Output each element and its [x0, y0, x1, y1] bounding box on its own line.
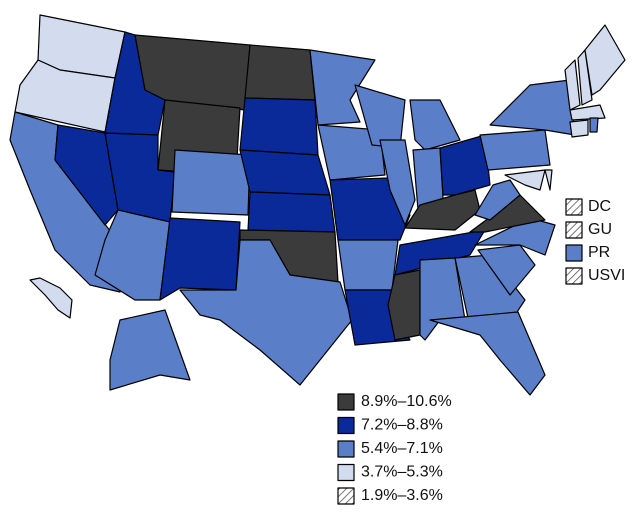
state: [489, 79, 576, 136]
state: [577, 49, 593, 106]
state: [569, 104, 606, 121]
territory-label: PR: [588, 244, 610, 261]
legend-label: 1.9%–3.6%: [361, 487, 443, 504]
state: [477, 244, 536, 296]
state: [429, 311, 546, 396]
territory-swatch: [565, 267, 583, 285]
legend-label: 3.7%–5.3%: [361, 464, 443, 481]
state: [247, 191, 336, 233]
state: [404, 189, 481, 231]
state: [584, 24, 626, 96]
territory-label: DC: [588, 198, 611, 215]
state: [244, 44, 316, 101]
state: [544, 169, 553, 191]
legend-label: 7.2%–8.8%: [361, 417, 443, 434]
legend-swatch: [337, 440, 355, 458]
state: [109, 309, 191, 391]
state: [171, 149, 251, 216]
state: [309, 49, 376, 126]
legend-swatch: [337, 463, 355, 482]
legend: 8.9%–10.6% 7.2%–8.8% 5.4%–7.1% 3.7%–5.3% 1.9…: [337, 393, 452, 505]
state: [394, 229, 486, 276]
state: [589, 117, 599, 133]
territory-swatch: [565, 221, 583, 239]
territory-swatch: [565, 244, 583, 262]
state: [179, 239, 353, 386]
legend-swatch: [337, 487, 355, 505]
state: [479, 129, 551, 171]
state: [474, 179, 521, 221]
territory-label: GU: [588, 221, 612, 238]
states: [9, 14, 626, 396]
state: [159, 217, 241, 301]
state: [239, 149, 331, 196]
territories: DC GU PR USVI: [565, 198, 625, 285]
state: [54, 124, 119, 226]
state: [379, 139, 416, 226]
state: [317, 124, 386, 181]
state: [504, 169, 546, 191]
territory-swatch: [565, 198, 583, 216]
state: [29, 277, 73, 319]
state: [239, 97, 319, 156]
state: [569, 119, 589, 138]
territory-label: USVI: [588, 267, 625, 284]
state: [439, 134, 491, 196]
legend-label: 8.9%–10.6%: [361, 393, 452, 410]
state: [409, 99, 461, 151]
legend-label: 5.4%–7.1%: [361, 440, 443, 457]
state: [387, 269, 421, 341]
legend-swatch: [337, 416, 355, 435]
state: [564, 59, 581, 111]
state: [337, 239, 399, 291]
legend-swatch: [337, 393, 355, 411]
